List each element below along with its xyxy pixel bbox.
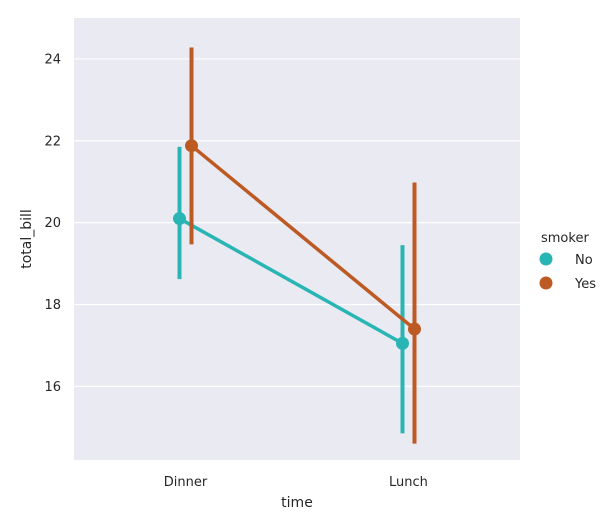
legend: smoker No Yes xyxy=(539,231,596,292)
legend-title: smoker xyxy=(541,231,589,246)
data-point xyxy=(408,322,421,336)
data-point xyxy=(185,139,198,153)
y-tick-label: 22 xyxy=(44,134,61,149)
plot-area xyxy=(74,18,520,460)
gridlines xyxy=(74,58,520,387)
legend-label: Yes xyxy=(574,277,596,292)
legend-marker xyxy=(539,252,553,266)
y-tick-label: 16 xyxy=(44,380,61,395)
series-line xyxy=(178,217,404,345)
data-point xyxy=(396,336,409,350)
y-tick-label: 20 xyxy=(44,216,61,231)
data-point xyxy=(173,212,186,226)
x-tick-label: Dinner xyxy=(164,475,208,490)
legend-label: No xyxy=(575,253,593,268)
series-yes xyxy=(185,47,421,444)
x-axis-label: time xyxy=(281,495,313,511)
series-line xyxy=(190,144,416,331)
series-no xyxy=(173,146,409,434)
y-tick-label: 24 xyxy=(44,52,61,67)
legend-marker xyxy=(539,276,553,290)
series-layer xyxy=(173,47,421,444)
x-axis-ticks: Dinner Lunch xyxy=(164,475,428,490)
y-tick-label: 18 xyxy=(44,298,61,313)
y-axis-label: total_bill xyxy=(19,209,35,269)
x-tick-label: Lunch xyxy=(389,475,428,490)
legend-items: No Yes xyxy=(539,252,596,292)
y-axis-ticks: 16 18 20 22 24 xyxy=(44,52,61,394)
